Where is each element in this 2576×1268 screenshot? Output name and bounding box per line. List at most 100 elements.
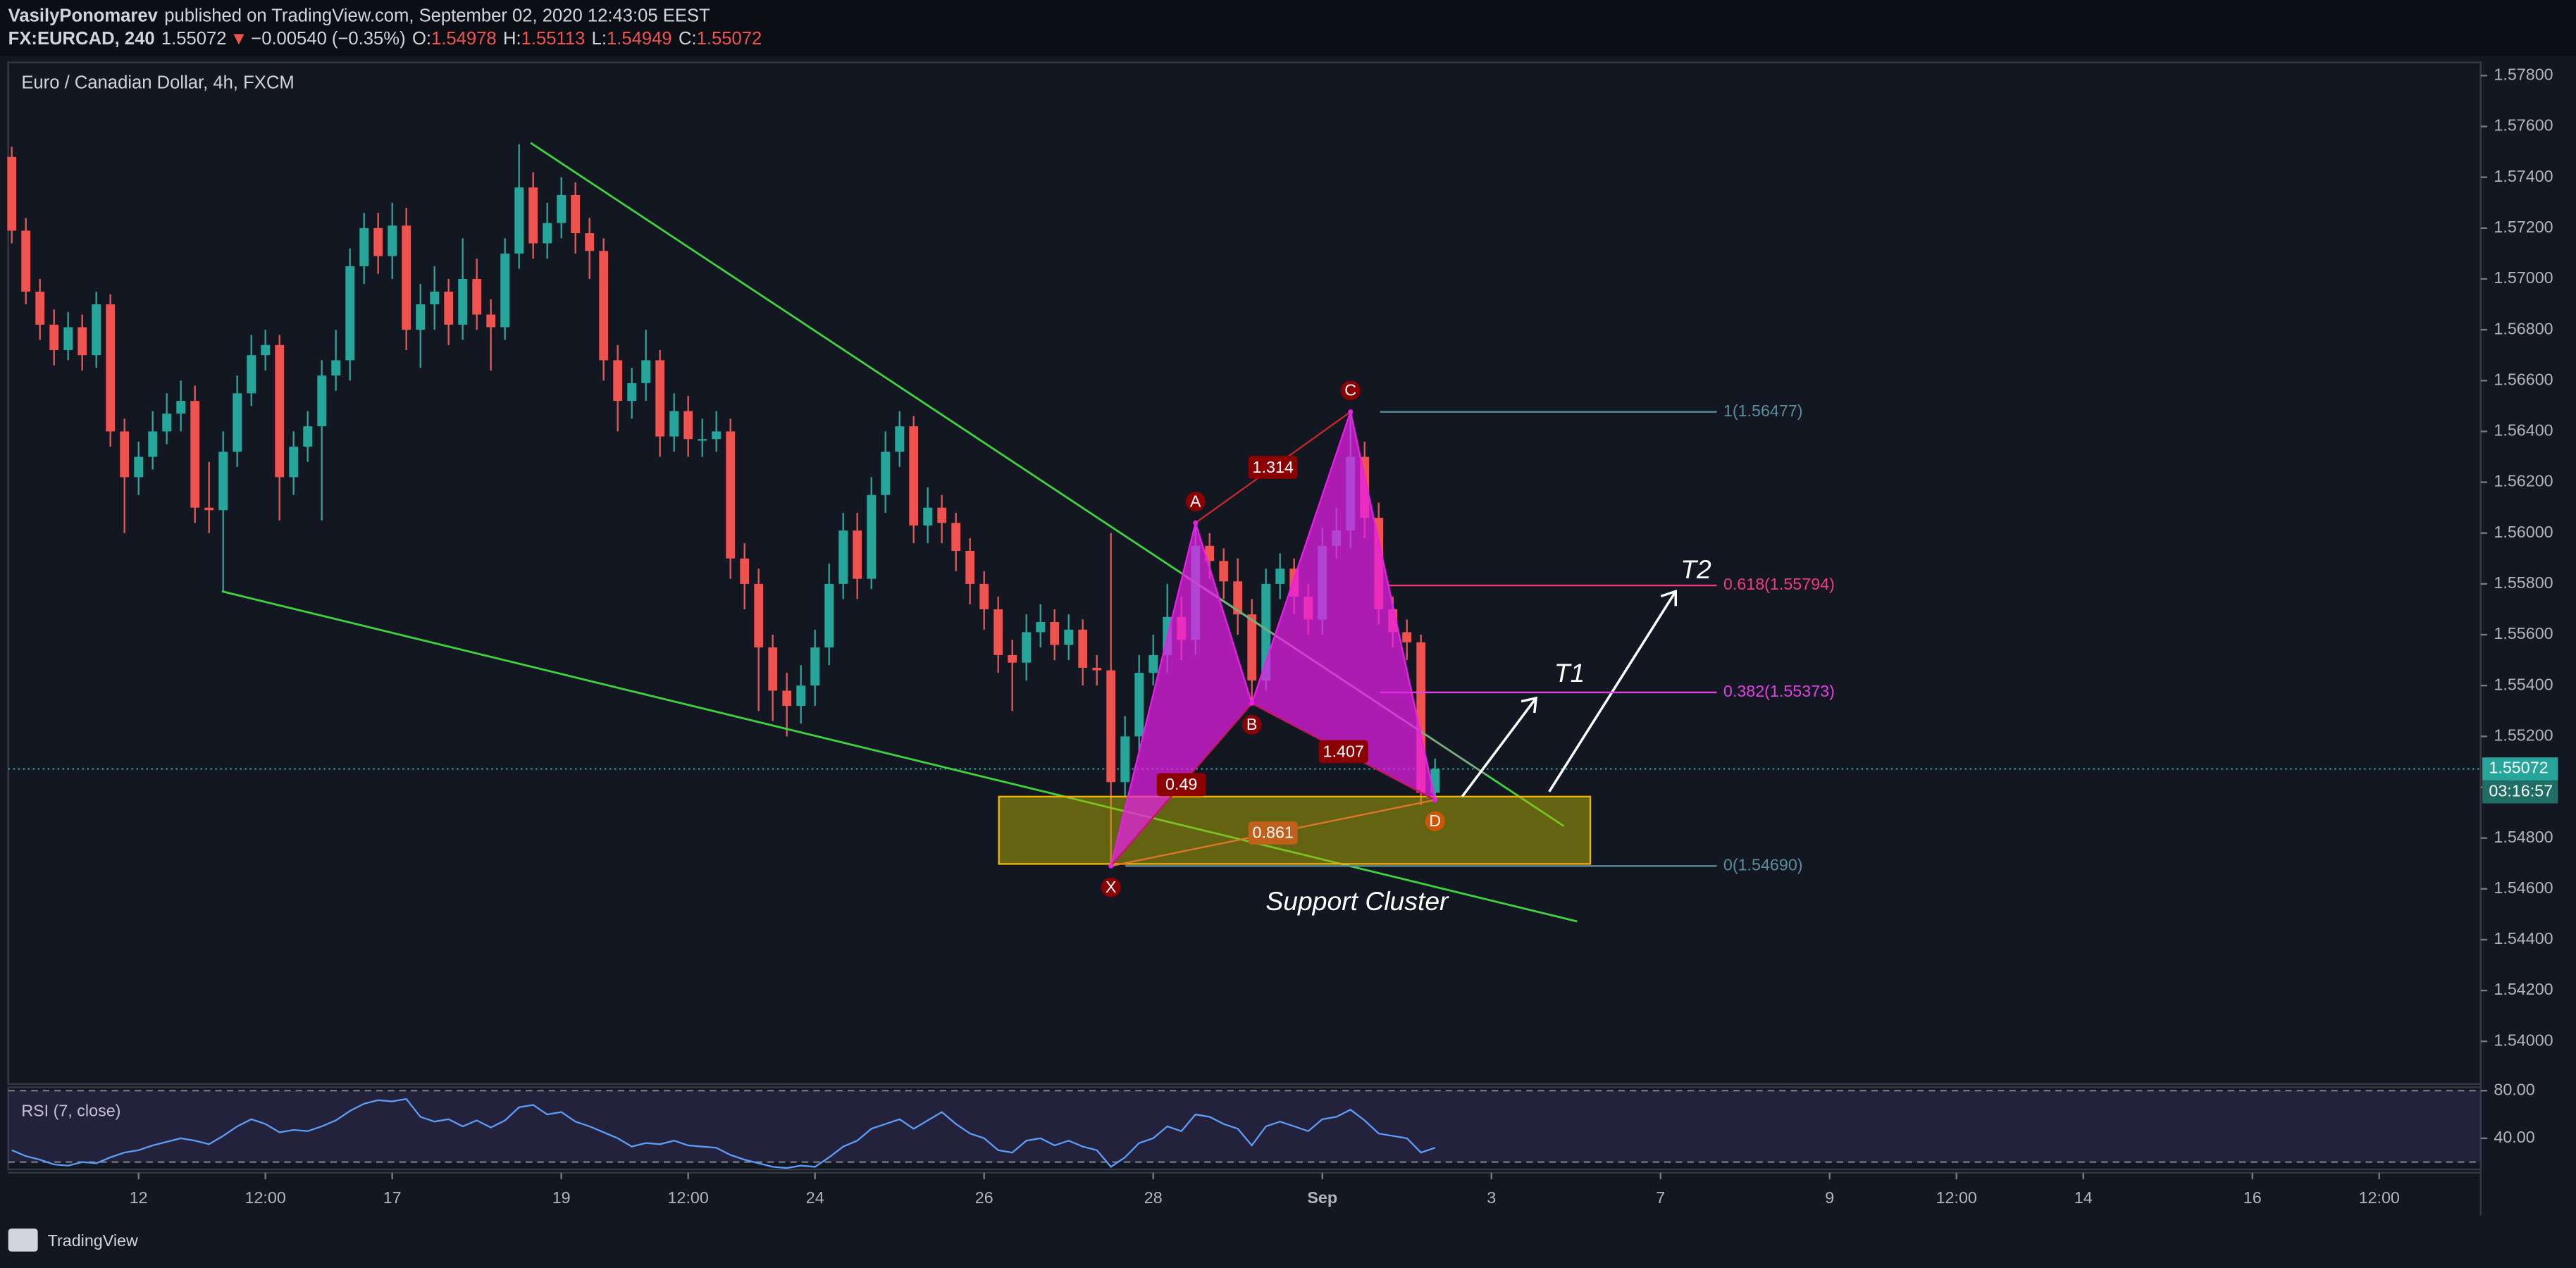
candle-body [838, 530, 848, 584]
y-tick-label: 1.54400 [2494, 929, 2553, 947]
symbol: FX:EURCAD, 240 [8, 29, 155, 49]
ratio-badge [1318, 740, 1368, 764]
price-badge-label: 1.55072 [2489, 759, 2548, 777]
last-price: 1.55072 [161, 29, 227, 49]
candle-body [373, 228, 383, 256]
candle-body [289, 447, 299, 478]
y-tick-label: 1.54000 [2494, 1031, 2553, 1049]
drawings: T1 T2 Support Cluster [221, 142, 1711, 923]
y-tick-label: 1.55200 [2494, 726, 2553, 744]
ratio-label: 1.407 [1323, 742, 1364, 760]
candle-body [782, 690, 792, 707]
logo-text[interactable]: TradingView [48, 1231, 138, 1250]
rsi-title: RSI (7, close) [21, 1102, 120, 1120]
candle-body [500, 253, 510, 328]
annotation: Support Cluster [1265, 886, 1449, 916]
candle-body [78, 327, 87, 356]
arrow-head [1660, 589, 1678, 607]
candle-body [233, 393, 242, 452]
point-badge [1425, 811, 1445, 831]
candle-body [63, 327, 73, 350]
y-tick-label: 80.00 [2494, 1080, 2534, 1098]
candle-body [514, 187, 524, 254]
countdown-badge [2482, 780, 2558, 804]
candle-body [993, 609, 1003, 655]
candle-body [1106, 670, 1116, 783]
countdown: 03:16:57 [2489, 781, 2553, 800]
y-tick-label: 1.55600 [2494, 624, 2553, 642]
candle-body [1022, 632, 1032, 663]
chart-title: Euro / Canadian Dollar, 4h, FXCM [21, 73, 294, 93]
published: published on TradingView.com, September … [164, 6, 710, 25]
x-tick-label: 24 [806, 1188, 824, 1207]
pattern-point [1249, 700, 1255, 706]
candle-body [35, 292, 45, 325]
candle-body [881, 452, 891, 495]
candle-body [1050, 621, 1060, 645]
candle-body [1205, 545, 1215, 561]
x-tick-label: Sep [1307, 1188, 1337, 1207]
candle-body [909, 426, 919, 526]
ratio-badge [1248, 456, 1298, 479]
ohlc-label: C: [679, 29, 697, 49]
y-tick-label: 1.57600 [2494, 116, 2553, 135]
candle-body [528, 187, 538, 244]
pattern-point [1108, 863, 1114, 869]
candle-body [543, 223, 552, 244]
point-label: C [1344, 381, 1356, 399]
arrow-head [1521, 696, 1538, 714]
point-badge [1340, 380, 1361, 401]
x-tick-label: 28 [1144, 1188, 1163, 1207]
candle-body [585, 233, 595, 251]
candle-body [162, 414, 172, 432]
candle-body [359, 228, 369, 266]
candle-body [712, 431, 722, 440]
x-tick-label: 7 [1656, 1188, 1665, 1207]
candle-body [1233, 581, 1243, 615]
candle-body [472, 278, 482, 315]
x-tick-label: 16 [2243, 1188, 2262, 1207]
candle-body [1402, 632, 1412, 642]
candle-body [669, 411, 679, 437]
y-tick-label: 1.55400 [2494, 675, 2553, 693]
candle-body [1219, 561, 1229, 582]
candle-body [7, 156, 17, 231]
candle-body [92, 304, 101, 356]
ratio-badge [1156, 773, 1206, 797]
candle-body [275, 344, 285, 478]
candle-body [444, 292, 454, 325]
x-tick-label: 3 [1487, 1188, 1496, 1207]
candle-body [458, 278, 468, 325]
candle-body [486, 314, 496, 328]
point-label: D [1429, 812, 1441, 830]
pattern-point [1193, 520, 1199, 526]
ohlc-label: L: [592, 29, 607, 49]
y-tick-label: 1.57400 [2494, 167, 2553, 185]
x-tick-label: 9 [1825, 1188, 1834, 1207]
x-tick-label: 12:00 [245, 1188, 286, 1207]
point-badge [1241, 714, 1262, 735]
pattern-point [1432, 797, 1438, 803]
candle-body [698, 439, 707, 441]
candle-body [613, 360, 623, 402]
x-tick-label: 19 [552, 1188, 571, 1207]
annotation: T2 [1680, 554, 1711, 584]
author: VasilyPonomarev [8, 6, 159, 25]
candle-body [557, 194, 566, 223]
candle-body [430, 292, 440, 305]
candle-body [204, 507, 214, 511]
x-tick-label: 17 [383, 1188, 402, 1207]
y-tick-label: 1.54600 [2494, 878, 2553, 897]
candle-body [176, 401, 186, 414]
candle-body [345, 266, 355, 361]
candle-body [317, 375, 327, 427]
candle-body [1036, 621, 1046, 633]
y-tick-label: 40.00 [2494, 1128, 2534, 1146]
candle-body [1247, 614, 1257, 680]
y-tick-label: 1.54800 [2494, 828, 2553, 846]
ohlc-label: O: [412, 29, 431, 49]
y-tick-label: 1.57000 [2494, 268, 2553, 287]
candle-body [768, 647, 778, 691]
y-tick-label: 1.56000 [2494, 523, 2553, 541]
